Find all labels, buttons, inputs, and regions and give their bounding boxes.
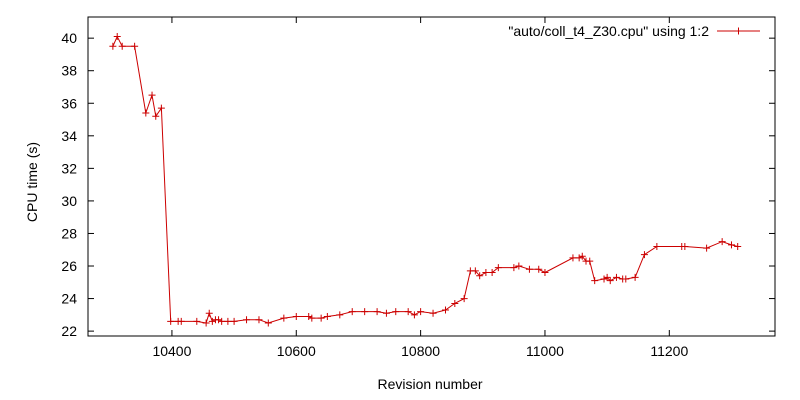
data-point	[525, 265, 533, 273]
data-point	[703, 244, 711, 252]
x-axis-label: Revision number	[377, 376, 482, 392]
data-point	[482, 269, 490, 277]
x-tick-label: 10600	[277, 343, 316, 359]
x-tick-label: 10800	[401, 343, 440, 359]
data-point	[243, 316, 251, 324]
data-point	[727, 241, 735, 249]
data-point	[373, 308, 381, 316]
data-point	[612, 273, 620, 281]
data-point	[202, 319, 210, 327]
data-point	[410, 311, 418, 319]
x-tick-label: 11000	[526, 343, 564, 359]
data-point	[476, 272, 484, 280]
data-point	[118, 42, 126, 50]
legend-entry-label: "auto/coll_t4_Z30.cpu" using 1:2	[508, 23, 709, 39]
y-tick-label: 30	[61, 193, 77, 209]
data-point	[631, 273, 639, 281]
data-point	[205, 309, 213, 317]
data-point	[586, 257, 594, 265]
data-point	[541, 269, 549, 277]
y-tick-label: 32	[61, 160, 77, 176]
x-tick-label: 10400	[152, 343, 191, 359]
data-point	[109, 42, 117, 50]
data-point	[255, 316, 263, 324]
data-point	[681, 242, 689, 250]
data-point	[264, 319, 272, 327]
data-point	[488, 269, 496, 277]
series-line	[112, 35, 738, 324]
y-tick-label: 36	[61, 95, 77, 111]
y-tick-label: 24	[61, 291, 77, 307]
data-point	[317, 314, 325, 322]
data-point	[451, 299, 459, 307]
data-point	[323, 312, 331, 320]
legend-sample-marker	[735, 27, 742, 35]
y-tick-label: 40	[61, 30, 77, 46]
data-point	[622, 275, 630, 283]
data-point	[208, 317, 216, 325]
x-axis-ticks: 10400 10600 10800 11000 11200	[152, 17, 688, 359]
data-point	[230, 317, 238, 325]
data-point	[131, 42, 139, 50]
data-point	[305, 312, 313, 320]
series-group	[109, 33, 742, 327]
data-point	[653, 242, 661, 250]
y-tick-label: 34	[61, 128, 77, 144]
data-point	[308, 314, 316, 322]
data-point	[280, 314, 288, 322]
data-point	[215, 316, 223, 324]
data-point	[336, 311, 344, 319]
data-point	[606, 277, 614, 285]
data-point	[148, 91, 156, 99]
data-point	[404, 308, 412, 316]
data-point	[382, 309, 390, 317]
data-point	[460, 295, 468, 303]
y-axis-label: CPU time (s)	[24, 142, 40, 222]
data-point	[591, 277, 599, 285]
data-point	[600, 275, 608, 283]
data-point	[718, 238, 726, 246]
data-point	[348, 308, 356, 316]
data-point	[578, 252, 586, 260]
data-point	[640, 251, 648, 259]
data-point	[734, 242, 742, 250]
plot-frame	[87, 16, 776, 337]
data-point	[224, 317, 232, 325]
data-point	[494, 264, 502, 272]
data-point	[535, 265, 543, 273]
data-point	[292, 312, 300, 320]
data-point	[142, 109, 150, 117]
data-point	[193, 317, 201, 325]
data-point	[152, 112, 160, 120]
data-point	[177, 317, 185, 325]
data-point	[510, 264, 518, 272]
data-point	[575, 254, 583, 262]
y-tick-label: 28	[61, 225, 77, 241]
y-tick-label: 22	[61, 323, 77, 339]
data-point	[167, 317, 175, 325]
data-point	[361, 308, 369, 316]
x-tick-label: 11200	[650, 343, 688, 359]
data-point	[429, 309, 437, 317]
data-point	[515, 262, 523, 270]
data-point	[157, 104, 165, 112]
data-point	[392, 308, 400, 316]
data-point	[113, 33, 121, 41]
data-point	[569, 254, 577, 262]
y-tick-label: 26	[61, 258, 77, 274]
y-tick-label: 38	[61, 63, 77, 79]
data-point	[471, 267, 479, 275]
y-axis-ticks: 22 24 26 28 30 32 34 36 38 40	[61, 30, 775, 339]
data-point	[417, 308, 425, 316]
axes	[87, 16, 776, 337]
data-point	[603, 273, 611, 281]
legend: "auto/coll_t4_Z30.cpu" using 1:2	[508, 23, 760, 39]
data-point	[441, 306, 449, 314]
data-point	[218, 317, 226, 325]
